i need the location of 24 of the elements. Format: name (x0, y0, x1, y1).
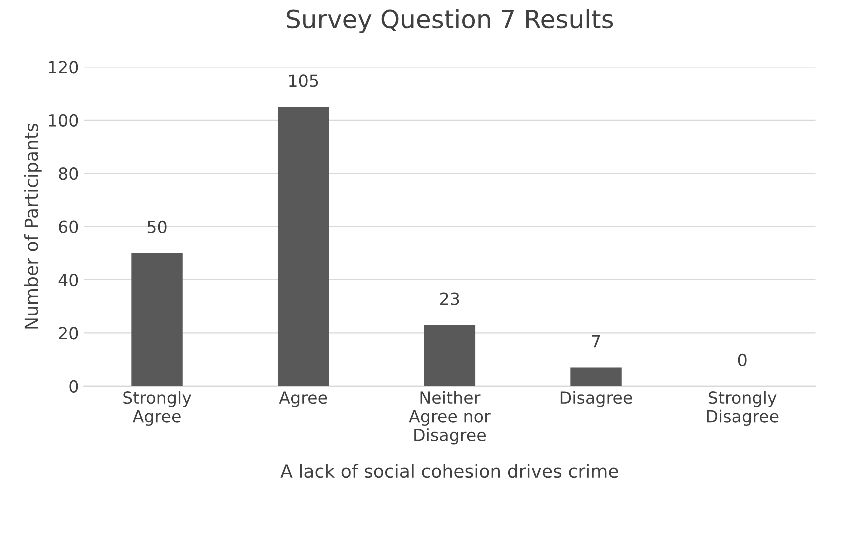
data-label: 23 (440, 292, 460, 306)
bar (570, 368, 622, 386)
y-tick-label: 40 (58, 274, 78, 287)
chart-title: Survey Question 7 Results (287, 9, 614, 34)
data-label: 0 (738, 354, 747, 367)
y-tick-label: 0 (70, 380, 78, 393)
y-axis-title: Number of Participants (24, 124, 42, 329)
x-tick-label: Agree (279, 392, 328, 408)
data-label: 50 (148, 220, 167, 234)
y-tick-label: 60 (59, 220, 78, 234)
data-label: 105 (290, 74, 318, 88)
y-tick-label: 80 (59, 168, 78, 180)
bar (278, 107, 330, 386)
bar (424, 325, 476, 386)
y-tick-label: 20 (59, 327, 78, 340)
bar (132, 253, 183, 386)
x-tick-label: Neither Agree nor Disagree (409, 391, 491, 445)
y-tick-label: 100 (49, 114, 78, 127)
x-axis-title: A lack of social cohesion drives crime (280, 464, 618, 478)
x-tick-label: Disagree (560, 391, 632, 408)
y-tick-label: 120 (49, 61, 78, 74)
x-tick-label: Strongly Disagree (707, 391, 779, 426)
x-tick-label: Strongly Agree (124, 391, 192, 426)
data-label: 7 (592, 335, 600, 348)
